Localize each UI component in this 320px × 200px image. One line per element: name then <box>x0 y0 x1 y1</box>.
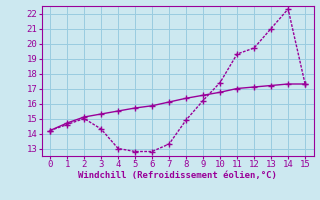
X-axis label: Windchill (Refroidissement éolien,°C): Windchill (Refroidissement éolien,°C) <box>78 171 277 180</box>
